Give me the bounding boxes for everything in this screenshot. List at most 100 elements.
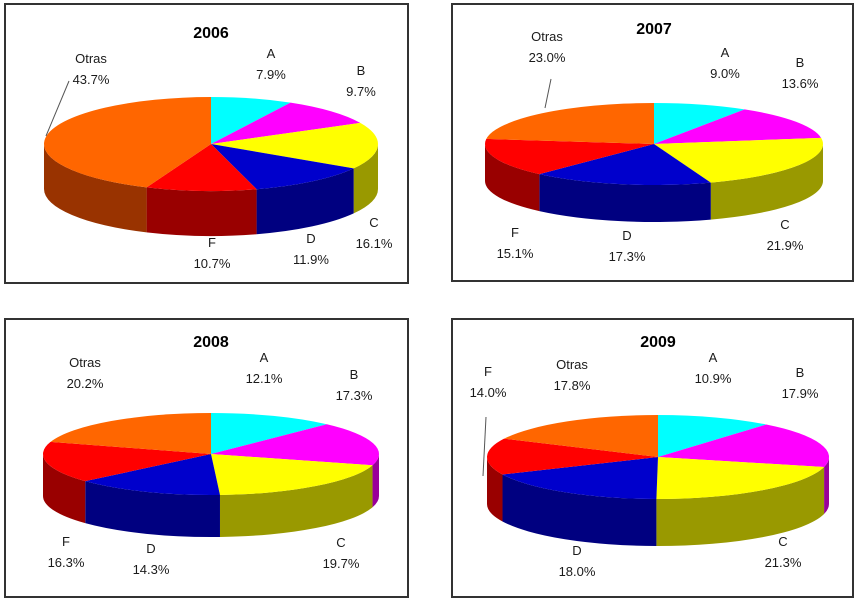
slice-value-label: 17.9% [782,386,819,401]
pie-side-group [487,457,829,546]
pie-slice-b [211,424,379,466]
slice-label-otras: Otras 20.2% [67,355,104,391]
slice-label-c: C 19.7% [323,535,360,571]
slice-label-otras: Otras 23.0% [529,29,566,65]
pie-slice-f [146,144,257,192]
slice-name: C [336,535,345,550]
slice-name: B [796,55,805,70]
pie-side-b [372,454,379,508]
chart-panel-2008: 2008 A 12.1% B 17.3% C 19.7% D 14.3% F 16.3% Otras 2… [4,318,409,598]
pie-slice-b [654,109,822,144]
slice-value-label: 17.3% [609,249,646,264]
slice-value-label: 15.1% [497,246,534,261]
slice-label-d: D 14.3% [133,541,170,577]
slice-name: C [780,217,789,232]
pie-top-group [485,103,823,186]
slice-name: D [306,231,315,246]
slice-label-a: A 10.9% [695,350,732,386]
slice-name: B [357,63,366,78]
pie-side-f [485,144,540,212]
slice-label-otras: Otras 17.8% [554,357,591,393]
slice-name: A [260,350,269,365]
pie-slice-otras [486,103,654,144]
slice-name: Otras [531,29,563,44]
slice-value-label: 10.7% [194,256,231,271]
pie-side-d [256,168,354,235]
pie-side-b [824,457,829,515]
slice-label-otras: Otras 43.7% [73,51,110,87]
slice-label-f: F 10.7% [194,235,231,271]
pie-side-d [539,174,711,222]
pie-side-c [219,465,373,537]
slice-label-c: C 16.1% [356,215,393,251]
pie-slice-a [654,103,745,144]
pie-slice-f [487,438,658,475]
pie-side-otras [44,144,147,233]
slice-name: D [622,228,631,243]
pie-slice-otras [44,97,211,188]
pie-chart-2006: 2006 A 7.9% B 9.7% C 16.1% D 11.9% F 10.7% Otras 43.… [44,25,393,271]
chart-title: 2007 [636,21,672,38]
slice-name: A [721,45,730,60]
pie-slice-d [85,454,220,495]
slice-name: C [369,215,378,230]
pie-side-f [43,454,86,524]
slice-label-a: A 12.1% [246,350,283,386]
slice-label-b: B 17.3% [336,367,373,403]
slice-value-label: 16.3% [48,555,85,570]
pie-slice-b [658,424,829,468]
chart-panel-2009: 2009 A 10.9% B 17.9% C 21.3% D 18.0% F 14.0% Otras 1… [451,318,854,598]
pie-slice-a [211,97,291,144]
slice-value-label: 9.7% [346,84,376,99]
chart-title: 2006 [193,25,229,42]
slice-value-label: 21.9% [767,238,804,253]
slice-name: B [796,365,805,380]
pie-slice-f [485,138,654,175]
pie-side-f [146,187,257,236]
slice-label-b: B 17.9% [782,365,819,401]
pie-slice-d [211,144,354,190]
slice-label-c: C 21.3% [765,534,802,570]
slice-name: F [511,225,519,240]
pie-side-group [485,144,823,222]
chart-title: 2008 [193,334,229,351]
slice-value-label: 18.0% [559,564,596,579]
slice-label-d: D 11.9% [293,231,329,267]
leader-line [45,80,70,137]
pie-side-c [710,144,823,220]
pie-slice-a [658,415,767,457]
pie-slice-otras [50,413,211,454]
leader-line [544,78,552,109]
pie-side-f [487,457,503,522]
pie-top-group [43,413,379,495]
slice-name: Otras [69,355,101,370]
pie-chart-2007: 2007 A 9.0% B 13.6% C 21.9% D 17.3% F 15.1% Otras 23… [485,21,823,264]
slice-name: F [484,364,492,379]
slice-value-label: 17.8% [554,378,591,393]
slice-value-label: 21.3% [765,555,802,570]
pie-slice-c [211,454,373,495]
pie-side-d [85,481,220,537]
slice-label-a: A 9.0% [710,45,740,81]
pie-slice-otras [504,415,658,457]
slice-label-b: B 9.7% [346,63,376,99]
chart-panel-2006: 2006 A 7.9% B 9.7% C 16.1% D 11.9% F 10.7% Otras 43.… [4,3,409,284]
pie-top-group [44,97,379,192]
slice-value-label: 23.0% [529,50,566,65]
pie-slice-c [656,457,825,499]
pie-slice-c [211,122,379,169]
pie-side-d [502,474,657,546]
pie-slice-c [654,137,823,183]
slice-value-label: 14.0% [470,385,507,400]
slice-name: Otras [556,357,588,372]
pie-side-c [353,144,378,214]
slice-value-label: 20.2% [67,376,104,391]
slice-value-label: 11.9% [293,252,329,267]
chart-panel-2007: 2007 A 9.0% B 13.6% C 21.9% D 17.3% F 15.1% Otras 23… [451,3,854,282]
slice-name: A [267,46,276,61]
slice-name: D [572,543,581,558]
slice-label-f: F 15.1% [497,225,534,261]
chart-title: 2009 [640,334,676,351]
slice-label-d: D 18.0% [559,543,596,579]
slice-label-c: C 21.9% [767,217,804,253]
